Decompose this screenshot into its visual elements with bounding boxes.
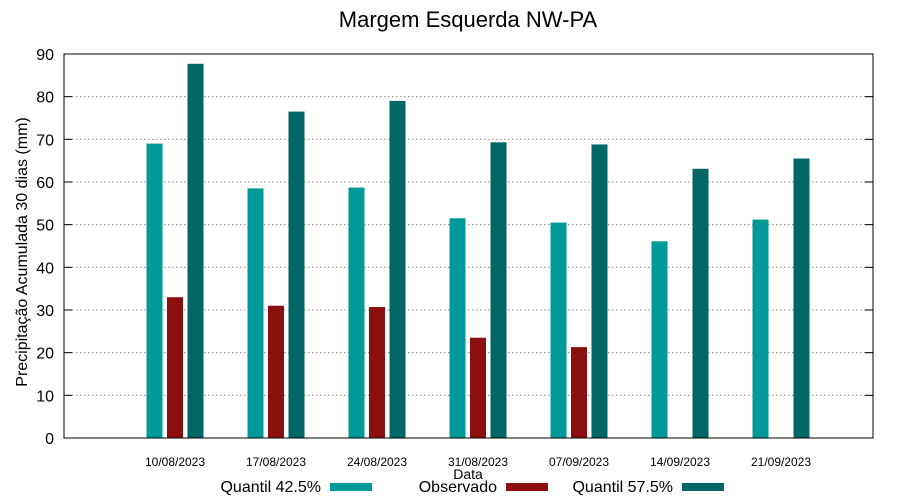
bar-quantil-57-5--4: [591, 144, 608, 438]
bar-quantil-57-5--1: [288, 111, 305, 438]
x-tick-label: 24/08/2023: [347, 455, 407, 469]
y-axis: 0 10 20 30 40 50 60 70 80 90: [36, 47, 873, 448]
x-tick-label: 07/09/2023: [549, 455, 609, 469]
y-tick-label: 70: [36, 132, 54, 149]
bar-quantil-57-5--6: [793, 158, 810, 439]
legend-label: Quantil 57.5%: [572, 479, 673, 496]
bar-quantil-42-5--4: [550, 222, 567, 438]
legend-label: Quantil 42.5%: [220, 479, 321, 496]
y-tick-label: 20: [36, 346, 54, 363]
x-tick-label: 14/09/2023: [650, 455, 710, 469]
bar-quantil-57-5--2: [389, 100, 406, 438]
legend: Quantil 42.5% Observado Quantil 57.5%: [220, 479, 724, 496]
legend-label: Observado: [419, 479, 497, 496]
y-tick-label: 10: [36, 388, 54, 405]
legend-swatch: [330, 483, 372, 491]
chart-title: Margem Esquerda NW-PA: [339, 7, 598, 32]
bar-observado-3: [470, 337, 486, 438]
x-tick-label: 31/08/2023: [448, 455, 508, 469]
bar-observado-1: [268, 305, 284, 438]
x-tick-label: 21/09/2023: [751, 455, 811, 469]
bar-quantil-42-5--1: [247, 188, 264, 438]
x-tick-label: 17/08/2023: [246, 455, 306, 469]
grid-lines: [64, 96, 873, 396]
y-tick-label: 40: [36, 260, 54, 277]
y-tick-label: 80: [36, 90, 54, 107]
bar-quantil-42-5--6: [752, 219, 769, 438]
bar-quantil-42-5--2: [348, 187, 365, 438]
bar-quantil-57-5--0: [187, 63, 204, 439]
plot-frame: [63, 53, 874, 439]
bar-quantil-57-5--3: [490, 142, 507, 438]
y-tick-label: 90: [36, 47, 54, 64]
bars: [146, 63, 810, 439]
y-tick-label: 50: [36, 218, 54, 235]
bar-quantil-42-5--0: [146, 143, 163, 438]
x-tick-label: 10/08/2023: [145, 455, 205, 469]
y-tick-label: 60: [36, 175, 54, 192]
legend-swatch: [682, 483, 724, 491]
bar-observado-0: [167, 297, 183, 438]
legend-swatch: [506, 483, 548, 491]
y-axis-label: Precipitação Acumulada 30 dias (mm): [14, 117, 31, 386]
bar-quantil-42-5--3: [449, 218, 466, 438]
bar-observado-2: [369, 307, 385, 438]
bar-quantil-57-5--5: [692, 168, 709, 439]
x-axis-label: Data: [453, 466, 483, 482]
bar-observado-4: [571, 347, 587, 438]
bar-quantil-42-5--5: [651, 241, 668, 438]
x-axis: 10/08/2023 17/08/2023 24/08/2023 31/08/2023…: [145, 455, 811, 469]
y-tick-label: 0: [45, 431, 54, 448]
y-tick-label: 30: [36, 303, 54, 320]
